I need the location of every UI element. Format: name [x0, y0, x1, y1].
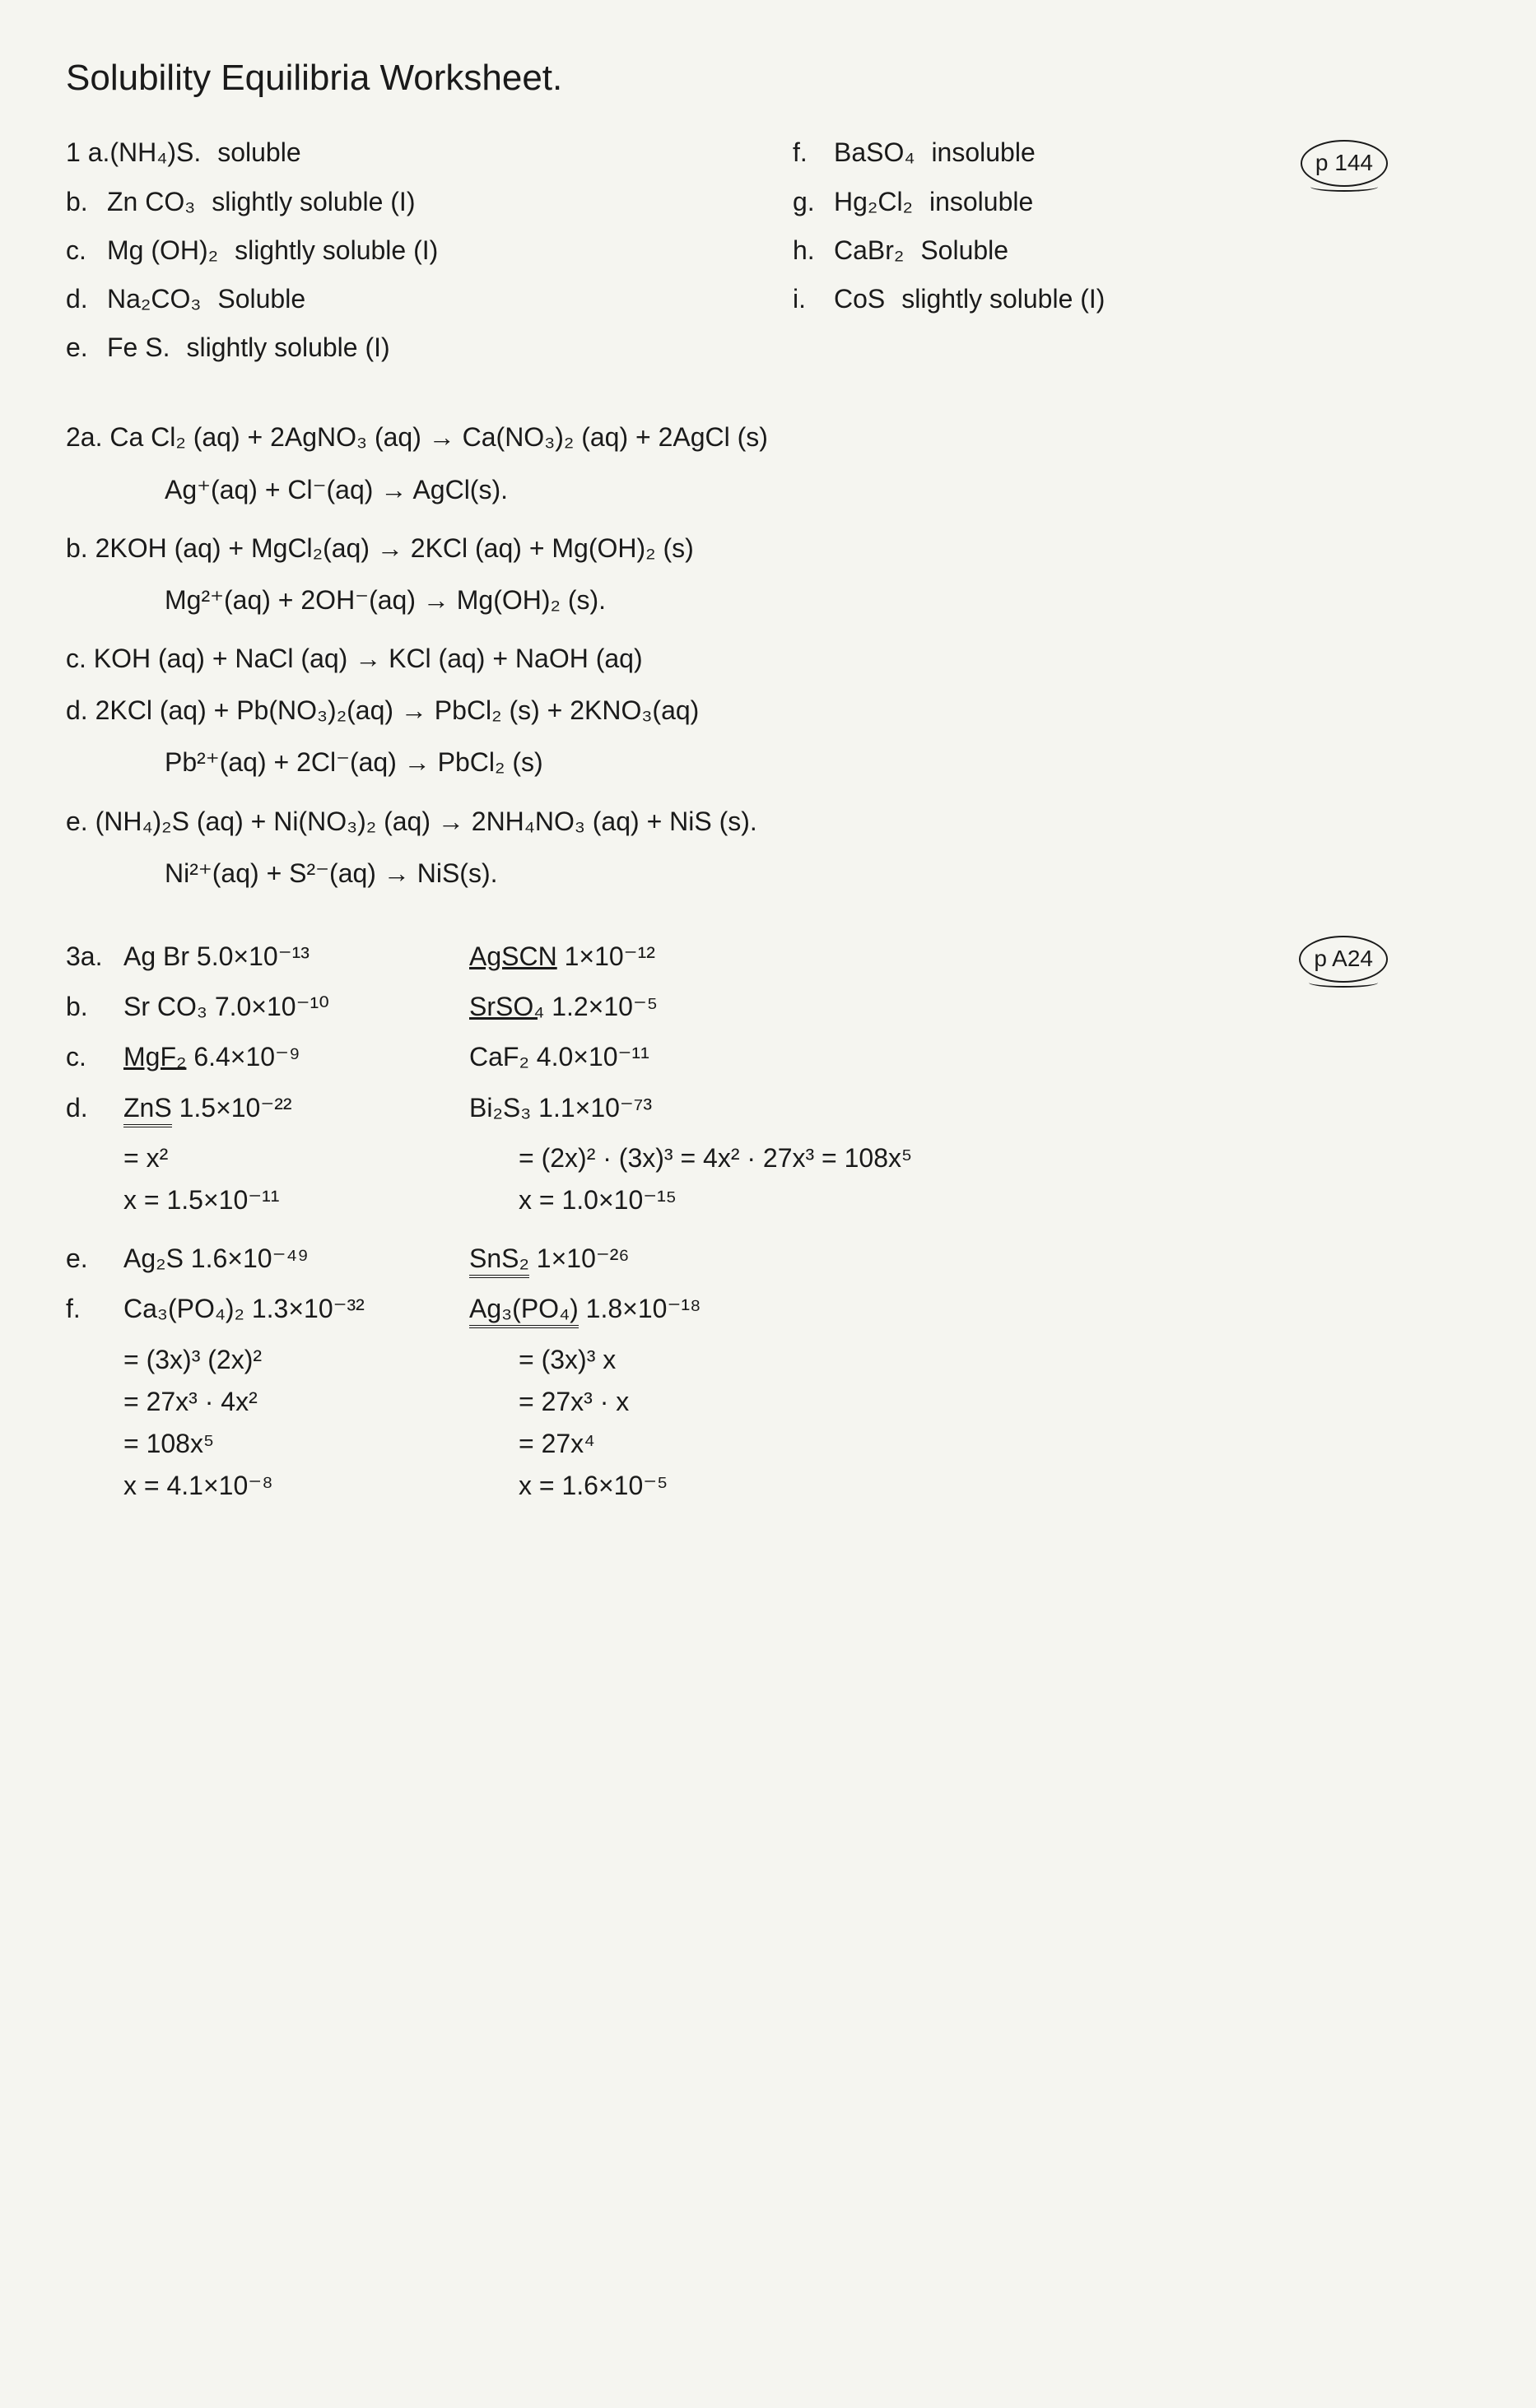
q1-item: i.CoS slightly soluble (I)	[793, 278, 1470, 320]
compound: CaF₂	[469, 1042, 529, 1072]
q2-label: b.	[66, 533, 88, 563]
item-formula: Hg₂Cl₂	[834, 181, 913, 223]
ksp-value: 1.6×10⁻⁴⁹	[191, 1244, 309, 1273]
item-answer: insoluble	[929, 181, 1033, 223]
item-answer: insoluble	[931, 132, 1035, 174]
q1-item: b.Zn CO₃ slightly soluble (I)	[66, 181, 743, 223]
q3-label: b.	[66, 986, 123, 1028]
ksp-value: 1×10⁻¹²	[565, 941, 655, 971]
ksp-value: 6.4×10⁻⁹	[193, 1042, 300, 1072]
compound: Ag Br	[123, 941, 189, 971]
item-formula: Mg (OH)₂	[107, 230, 218, 272]
item-answer: slightly soluble (I)	[186, 327, 389, 369]
q1-item: d.Na₂CO₃ Soluble	[66, 278, 743, 320]
worksheet-title: Solubility Equilibria Worksheet.	[66, 49, 1470, 107]
calc-line: = 27x⁴	[519, 1423, 1470, 1465]
calc-line: x = 1.6×10⁻⁵	[519, 1465, 1470, 1507]
q1-item: c.Mg (OH)₂ slightly soluble (I)	[66, 230, 743, 272]
page-ref-q1: p 144	[1301, 140, 1388, 187]
question-2: 2a. Ca Cl₂ (aq) + 2AgNO₃ (aq) → Ca(NO₃)₂…	[66, 416, 1470, 895]
item-label: b.	[66, 181, 107, 223]
compound: MgF₂	[123, 1042, 186, 1072]
ksp-value: 1.1×10⁻⁷³	[538, 1093, 652, 1123]
ksp-value: 4.0×10⁻¹¹	[537, 1042, 649, 1072]
ksp-value: 1.8×10⁻¹⁸	[586, 1294, 701, 1323]
ksp-value: 1×10⁻²⁶	[537, 1244, 630, 1273]
calc-line: = 27x³ · 4x²	[123, 1381, 469, 1423]
q2-label: c.	[66, 644, 86, 673]
calc-line: x = 1.0×10⁻¹⁵	[519, 1179, 1470, 1221]
q1-item: e.Fe S. slightly soluble (I)	[66, 327, 743, 369]
net-ionic-equation: Pb²⁺(aq) + 2Cl⁻(aq) → PbCl₂ (s)	[165, 741, 1470, 783]
item-label: f.	[793, 132, 834, 174]
item-answer: Soluble	[920, 230, 1008, 272]
item-label: g.	[793, 181, 834, 223]
compound: AgSCN	[469, 941, 557, 971]
item-label: e.	[66, 327, 107, 369]
calc-line: x = 4.1×10⁻⁸	[123, 1465, 469, 1507]
item-formula: Zn CO₃	[107, 181, 195, 223]
q2-label: d.	[66, 695, 88, 725]
item-label: c.	[66, 230, 107, 272]
compound: Bi₂S₃	[469, 1093, 531, 1123]
item-label: 1 a.	[66, 132, 109, 174]
calc-line: = (3x)³ x	[519, 1339, 1470, 1381]
calc-line: = x²	[123, 1137, 469, 1179]
item-answer: slightly soluble (I)	[901, 278, 1105, 320]
item-label: d.	[66, 278, 107, 320]
q3-label: c.	[66, 1036, 123, 1078]
ksp-value: 5.0×10⁻¹³	[197, 941, 310, 971]
question-1: p 144 1 a.(NH₄)S. soluble b.Zn CO₃ slightl…	[66, 132, 1470, 375]
ksp-value: 7.0×10⁻¹⁰	[215, 992, 329, 1021]
q1-left-column: 1 a.(NH₄)S. soluble b.Zn CO₃ slightly solu…	[66, 132, 743, 375]
calc-line: = (3x)³ (2x)²	[123, 1339, 469, 1381]
item-formula: CoS	[834, 278, 885, 320]
molecular-equation: KOH (aq) + NaCl (aq) → KCl (aq) + NaOH (…	[94, 644, 643, 673]
compound: ZnS	[123, 1093, 172, 1127]
compound: SrSO₄	[469, 992, 544, 1021]
q3-label: f.	[66, 1288, 123, 1330]
item-formula: (NH₄)S.	[109, 132, 201, 174]
item-formula: Fe S.	[107, 327, 170, 369]
calc-line: = (2x)² · (3x)³ = 4x² · 27x³ = 108x⁵	[519, 1137, 1470, 1179]
item-formula: CaBr₂	[834, 230, 904, 272]
molecular-equation: (NH₄)₂S (aq) + Ni(NO₃)₂ (aq) → 2NH₄NO₃ (…	[95, 807, 757, 836]
ksp-value: 1.3×10⁻³²	[252, 1294, 365, 1323]
item-answer: slightly soluble (I)	[235, 230, 438, 272]
item-label: i.	[793, 278, 834, 320]
compound: SnS₂	[469, 1244, 529, 1278]
ksp-value: 1.2×10⁻⁵	[552, 992, 658, 1021]
q2-label: 2a.	[66, 422, 102, 452]
net-ionic-equation: Mg²⁺(aq) + 2OH⁻(aq) → Mg(OH)₂ (s).	[165, 579, 1470, 621]
q1-item: 1 a.(NH₄)S. soluble	[66, 132, 743, 174]
molecular-equation: 2KCl (aq) + Pb(NO₃)₂(aq) → PbCl₂ (s) + 2…	[95, 695, 700, 725]
calc-line: x = 1.5×10⁻¹¹	[123, 1179, 469, 1221]
item-answer: Soluble	[217, 278, 305, 320]
net-ionic-equation: Ag⁺(aq) + Cl⁻(aq) → AgCl(s).	[165, 469, 1470, 511]
molecular-equation: Ca Cl₂ (aq) + 2AgNO₃ (aq) → Ca(NO₃)₂ (aq…	[109, 422, 768, 452]
calc-line: = 27x³ · x	[519, 1381, 1470, 1423]
net-ionic-equation: Ni²⁺(aq) + S²⁻(aq) → NiS(s).	[165, 853, 1470, 895]
compound: Ag₃(PO₄)	[469, 1294, 579, 1328]
page-ref-q3: p A24	[1299, 936, 1388, 983]
compound: Ca₃(PO₄)₂	[123, 1294, 244, 1323]
question-3: p A24 3a. Ag Br 5.0×10⁻¹³ AgSCN 1×10⁻¹² …	[66, 936, 1470, 1507]
compound: Sr CO₃	[123, 992, 207, 1021]
q2-label: e.	[66, 807, 88, 836]
calc-line: = 108x⁵	[123, 1423, 469, 1465]
item-formula: Na₂CO₃	[107, 278, 201, 320]
ksp-value: 1.5×10⁻²²	[179, 1093, 292, 1123]
q3-label: d.	[66, 1087, 123, 1129]
item-formula: BaSO₄	[834, 132, 915, 174]
q3-label: e.	[66, 1238, 123, 1280]
item-answer: soluble	[217, 132, 300, 174]
item-answer: slightly soluble (I)	[212, 181, 415, 223]
item-label: h.	[793, 230, 834, 272]
q1-item: h.CaBr₂ Soluble	[793, 230, 1470, 272]
q3-label: 3a.	[66, 936, 123, 978]
compound: Ag₂S	[123, 1244, 184, 1273]
molecular-equation: 2KOH (aq) + MgCl₂(aq) → 2KCl (aq) + Mg(O…	[95, 533, 694, 563]
